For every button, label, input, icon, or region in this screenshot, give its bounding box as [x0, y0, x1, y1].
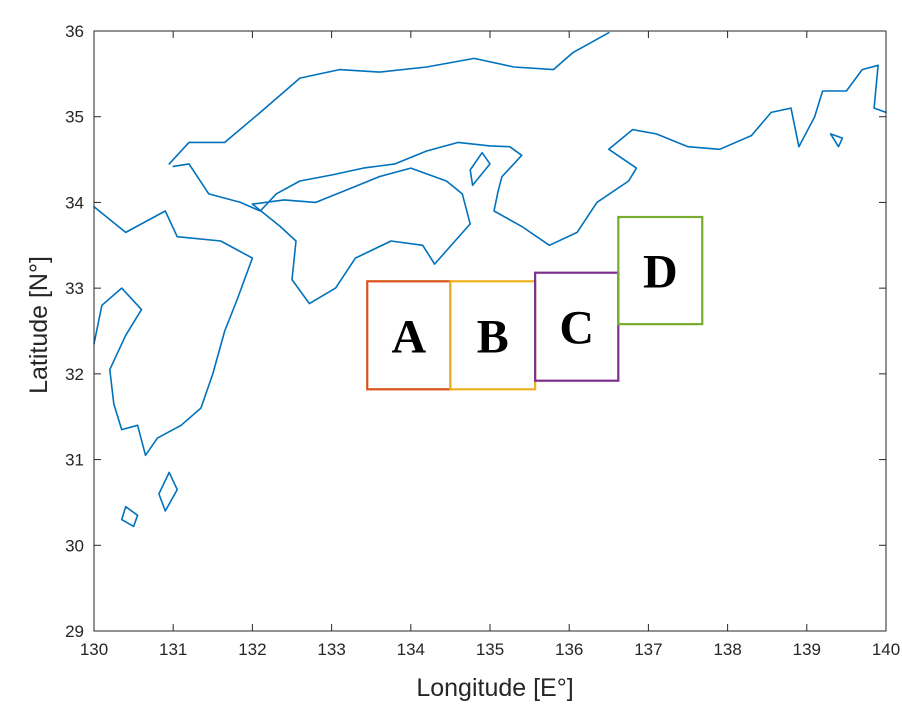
y-tick-label: 31: [65, 451, 84, 470]
coastline: [829, 133, 844, 148]
y-tick-label: 29: [65, 622, 84, 641]
y-tick-label: 35: [65, 108, 84, 127]
y-tick-label: 32: [65, 365, 84, 384]
region-box-d: [617, 215, 704, 326]
coastline: [93, 205, 254, 457]
x-tick-label: 138: [713, 640, 741, 659]
y-axis-title: Latitude [N°]: [25, 256, 53, 394]
x-axis-title: Longitude [E°]: [416, 674, 573, 702]
axes: 130 131 132 133 134 135 136 137 138 139 140 29 30 31 3…: [65, 22, 900, 659]
y-tick-label: 33: [65, 279, 84, 298]
coastline: [158, 471, 178, 512]
x-tick-label: 140: [872, 640, 900, 659]
region-label-c: C: [559, 302, 594, 355]
x-tick-label: 131: [159, 640, 187, 659]
coastline: [251, 167, 471, 305]
coastline: [168, 31, 610, 165]
region-box-c: [534, 271, 620, 382]
x-tick-label: 133: [317, 640, 345, 659]
region-label-b: B: [477, 310, 509, 363]
y-tick-label: 36: [65, 22, 84, 41]
coastline: [469, 151, 491, 187]
x-tick-label: 135: [476, 640, 504, 659]
y-tick-label: 30: [65, 536, 84, 555]
y-tick-label: 34: [65, 193, 84, 212]
coastline-group: [93, 31, 887, 528]
x-tick-label: 130: [80, 640, 108, 659]
x-tick-label: 132: [238, 640, 266, 659]
x-tick-label: 134: [397, 640, 425, 659]
x-tick-label: 139: [793, 640, 821, 659]
region-boxes: A B CD: [366, 215, 704, 391]
coastline: [120, 505, 139, 528]
x-tick-label: 136: [555, 640, 583, 659]
region-label-d: D: [643, 246, 678, 299]
x-tick-label: 137: [634, 640, 662, 659]
region-label-a: A: [391, 310, 426, 363]
coastline: [172, 64, 887, 247]
